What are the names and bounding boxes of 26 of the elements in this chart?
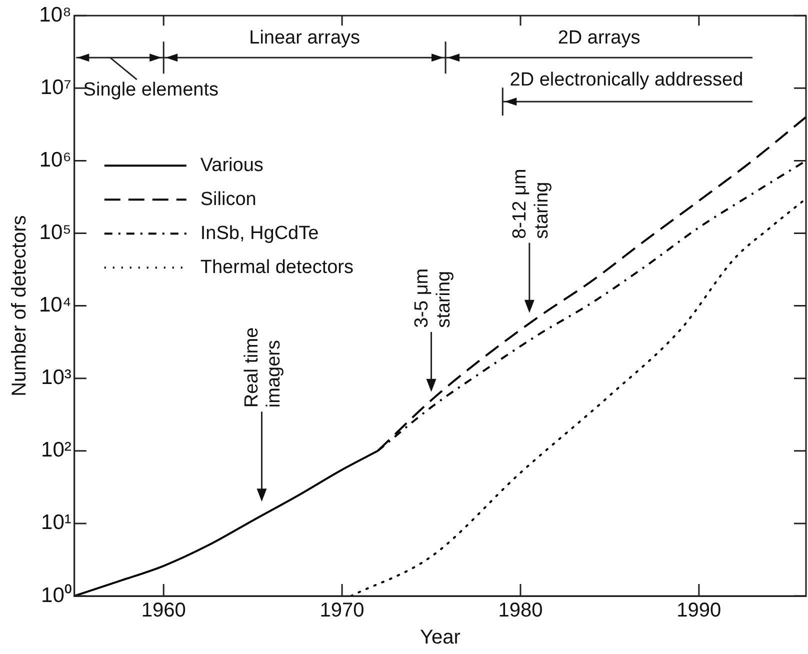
legend-label: Thermal detectors [200, 256, 354, 278]
annotation: 2D electronically addressed [510, 70, 744, 91]
y-tick-label: 10⁰ [41, 584, 72, 607]
annotation: 3-5 μm staring [411, 268, 454, 328]
legend-label: InSb, HgCdTe [200, 222, 319, 244]
annotation: Real time imagers [242, 327, 285, 408]
y-tick-label: 10³ [41, 366, 72, 390]
x-tick-label: 1980 [498, 600, 543, 622]
y-axis-title: Number of detectors [8, 215, 31, 396]
y-tick-label: 10¹ [41, 511, 72, 534]
y-tick-label: 10⁷ [40, 76, 72, 99]
x-axis-title: Year [420, 626, 461, 649]
legend-label: Silicon [200, 188, 256, 210]
annotation: 2D arrays [558, 28, 640, 49]
legend-label: Various [200, 154, 264, 176]
annotation: 8-12 μm staring [509, 168, 552, 239]
x-tick-label: 1970 [320, 600, 364, 622]
y-tick-label: 10⁵ [39, 221, 72, 244]
y-tick-label: 10⁸ [39, 3, 72, 26]
y-tick-label: 10² [41, 438, 72, 462]
x-tick-label: 1990 [676, 600, 722, 622]
annotation: Single elements [83, 80, 219, 101]
x-tick-label: 1960 [141, 600, 186, 622]
y-tick-label: 10⁴ [38, 294, 72, 317]
y-tick-label: 10⁶ [39, 148, 72, 172]
annotation: Linear arrays [249, 28, 360, 49]
